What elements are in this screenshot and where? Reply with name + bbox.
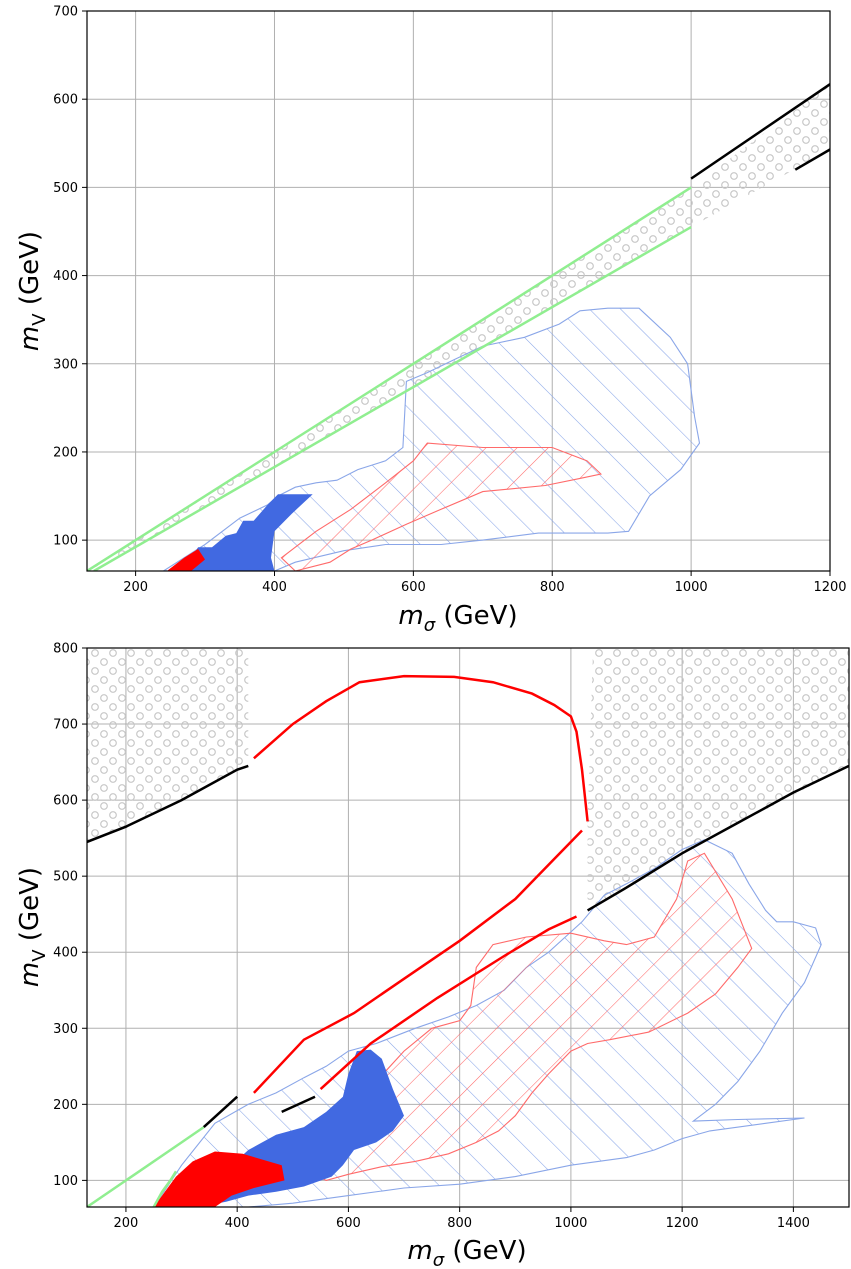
top-y-tick-label: 400 bbox=[53, 269, 78, 284]
bottom-y-tick-label: 300 bbox=[53, 1022, 78, 1037]
top-plot-area bbox=[87, 84, 830, 571]
bottom-y-tick-label: 700 bbox=[53, 718, 78, 733]
top-y-axis-label: mV (GeV) bbox=[15, 231, 50, 351]
bottom-x-tick-label: 200 bbox=[114, 1216, 139, 1231]
top-y-tick-label: 500 bbox=[53, 181, 78, 196]
bottom-chart-panel: 200 400 600 800 1000 1200 1400 100 200 300 400 500 6… bbox=[53, 642, 849, 1232]
bottom-y-tick-label: 400 bbox=[53, 946, 78, 961]
top-x-tick-label: 800 bbox=[540, 580, 565, 595]
bottom-x-tick-label: 400 bbox=[225, 1216, 250, 1231]
bottom-red-upper-line bbox=[254, 676, 588, 821]
bottom-plot-area bbox=[87, 648, 849, 1207]
bottom-x-tick-label: 1200 bbox=[666, 1216, 699, 1231]
bottom-x-tick-label: 800 bbox=[447, 1216, 472, 1231]
top-y-tick-label: 600 bbox=[53, 93, 78, 108]
top-x-tick-label: 600 bbox=[401, 580, 426, 595]
bottom-y-tick-label: 200 bbox=[53, 1098, 78, 1113]
top-x-tick-label: 1000 bbox=[675, 580, 708, 595]
bottom-y-tick-label: 100 bbox=[53, 1174, 78, 1189]
top-x-tick-label: 200 bbox=[123, 580, 148, 595]
bottom-y-axis-label: mV (GeV) bbox=[15, 867, 50, 987]
bottom-x-tick-label: 1000 bbox=[554, 1216, 587, 1231]
bottom-y-tick-label: 800 bbox=[53, 642, 78, 657]
top-y-tick-label: 700 bbox=[53, 5, 78, 20]
bottom-x-tick-label: 1400 bbox=[777, 1216, 810, 1231]
bottom-y-tick-label: 600 bbox=[53, 794, 78, 809]
top-x-tick-label: 400 bbox=[262, 580, 287, 595]
bottom-y-tick-label: 500 bbox=[53, 870, 78, 885]
top-y-tick-label: 100 bbox=[53, 534, 78, 549]
top-x-tick-label: 1200 bbox=[813, 580, 846, 595]
top-y-tick-label: 200 bbox=[53, 445, 78, 460]
bottom-dotted-region-upper bbox=[87, 648, 248, 842]
top-chart-panel: 200 400 600 800 1000 1200 100 200 300 400 500 600 70… bbox=[53, 5, 846, 596]
bottom-x-tick-label: 600 bbox=[336, 1216, 361, 1231]
top-y-tick-label: 300 bbox=[53, 357, 78, 372]
top-x-axis-label: mσ (GeV) bbox=[398, 601, 517, 636]
bottom-x-axis-label: mσ (GeV) bbox=[407, 1236, 526, 1269]
